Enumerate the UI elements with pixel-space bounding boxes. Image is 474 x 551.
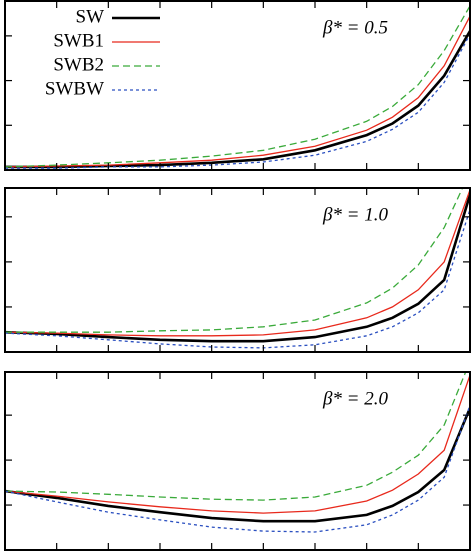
legend-label: SW [76, 6, 105, 27]
series-line [5, 372, 467, 501]
series-line [5, 189, 470, 337]
series-line [5, 15, 470, 168]
series-line [5, 407, 470, 523]
frame [4, 0, 471, 171]
series-line [5, 30, 470, 169]
legend-label: SWB2 [53, 54, 104, 75]
series-line [5, 33, 470, 169]
plot [5, 5, 470, 169]
legend-label: SWB1 [53, 30, 104, 51]
series-line [5, 5, 470, 168]
frame [4, 187, 471, 353]
legend-label: SWBW [45, 78, 104, 99]
annotation: β* = 1.0 [322, 204, 389, 225]
annotation: β* = 0.5 [322, 17, 388, 38]
plot [5, 188, 470, 349]
plot [5, 372, 470, 533]
series-line [5, 209, 470, 349]
frame [4, 371, 471, 551]
series-line [5, 405, 470, 533]
series-line [5, 188, 464, 333]
series-line [5, 194, 470, 343]
annotation: β* = 2.0 [322, 388, 389, 409]
series-line [5, 374, 470, 514]
